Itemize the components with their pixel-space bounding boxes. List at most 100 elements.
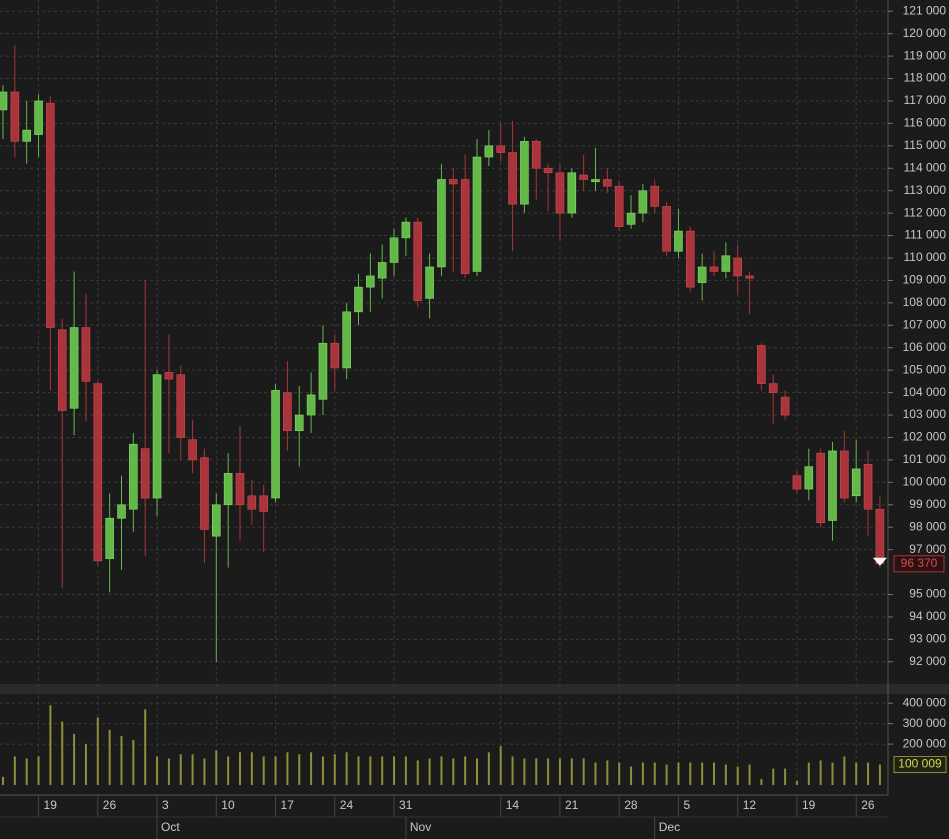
candle-body <box>342 311 351 369</box>
candle-body <box>69 327 79 409</box>
candle-body <box>93 383 103 562</box>
y-tick-label: 105 000 <box>903 362 947 376</box>
y2-tick-label: 400 000 <box>903 695 947 709</box>
y2-tick-label: 300 000 <box>903 716 947 730</box>
candle-body <box>354 286 363 313</box>
y-tick-label: 117 000 <box>904 93 947 107</box>
candle-body <box>531 141 541 169</box>
candle-body <box>129 443 138 510</box>
candle-body <box>662 206 671 252</box>
x-tick-label: 21 <box>565 798 579 812</box>
candle-body <box>685 230 695 288</box>
candle-body <box>591 179 600 183</box>
x-tick-label: 12 <box>743 798 757 812</box>
candle-body <box>22 129 32 142</box>
last-price-label: 96 370 <box>901 556 938 570</box>
candle-body <box>318 342 328 400</box>
candle-body <box>579 174 588 180</box>
candle-body <box>247 495 257 510</box>
candle-body <box>626 212 636 225</box>
y-tick-label: 97 000 <box>909 542 946 556</box>
month-label: Oct <box>161 820 180 834</box>
candle-body <box>804 466 814 490</box>
x-tick-label: 3 <box>162 798 169 812</box>
y-tick-label: 101 000 <box>903 452 947 466</box>
candle-body <box>460 179 470 274</box>
candle-body <box>650 185 660 207</box>
candle-body <box>366 275 375 288</box>
y-tick-label: 109 000 <box>903 273 947 287</box>
last-volume-box <box>893 756 947 774</box>
candle-body <box>828 450 837 521</box>
candle-body <box>496 145 506 153</box>
y-tick-label: 115 000 <box>904 138 947 152</box>
candle-body <box>377 262 387 279</box>
y-tick-label: 95 000 <box>909 587 946 601</box>
candle-body <box>57 329 67 411</box>
candle-body <box>520 141 529 205</box>
y-tick-label: 113 000 <box>904 183 947 197</box>
month-label: Dec <box>659 820 680 834</box>
y-tick-label: 107 000 <box>903 317 947 331</box>
candle-body <box>10 91 20 142</box>
y-tick-label: 100 000 <box>903 475 947 489</box>
candle-body <box>176 374 186 438</box>
candle-body <box>555 172 565 214</box>
candle-body <box>117 504 126 519</box>
x-tick-label: 19 <box>44 798 58 812</box>
candle-body <box>188 439 197 461</box>
candle-body <box>164 372 174 380</box>
pane-separator <box>0 684 949 694</box>
y-tick-label: 99 000 <box>909 497 946 511</box>
candle-body <box>543 167 553 174</box>
y-tick-label: 110 000 <box>904 250 947 264</box>
x-tick-label: 28 <box>624 798 638 812</box>
candle-body <box>863 464 873 510</box>
candle-body <box>745 275 754 279</box>
candle-body <box>757 345 766 384</box>
candle-body <box>223 473 233 506</box>
x-tick-label: 19 <box>802 798 816 812</box>
candle-body <box>105 517 114 559</box>
y-tick-label: 119 000 <box>904 48 947 62</box>
y-tick-label: 93 000 <box>909 632 946 646</box>
y-tick-label: 106 000 <box>903 340 947 354</box>
candle-body <box>294 414 304 432</box>
x-tick-label: 24 <box>340 798 354 812</box>
last-price-marker <box>872 557 887 566</box>
candle-body <box>413 221 423 301</box>
candle-body <box>851 468 861 497</box>
candle-body <box>140 448 150 499</box>
candle-body <box>603 179 612 187</box>
candle-body <box>34 100 43 135</box>
candle-body <box>709 266 719 272</box>
candle-body <box>283 392 292 432</box>
candle-body <box>437 179 446 268</box>
x-tick-label: 5 <box>683 798 690 812</box>
candle-body <box>389 237 399 263</box>
x-tick-label: 17 <box>281 798 295 812</box>
y-tick-label: 116 000 <box>904 116 947 130</box>
y-tick-label: 118 000 <box>904 71 947 85</box>
y-tick-label: 111 000 <box>904 228 946 242</box>
x-tick-label: 10 <box>221 798 235 812</box>
candle-body <box>638 190 648 214</box>
y-tick-label: 112 000 <box>904 205 947 219</box>
x-tick-label: 14 <box>506 798 520 812</box>
candle-body <box>875 508 885 565</box>
candle-body <box>768 383 778 393</box>
candle-body <box>780 396 790 416</box>
candle-body <box>46 102 55 328</box>
y-tick-label: 108 000 <box>903 295 947 309</box>
candle-body <box>152 374 162 499</box>
candle-body <box>567 172 577 214</box>
x-tick-label: 31 <box>399 798 413 812</box>
candle-body <box>674 230 683 252</box>
y-tick-label: 103 000 <box>903 407 947 421</box>
candle-body <box>81 327 91 382</box>
candle-body <box>733 257 743 277</box>
candle-body <box>271 390 280 499</box>
last-volume-label: 100 009 <box>898 757 942 771</box>
